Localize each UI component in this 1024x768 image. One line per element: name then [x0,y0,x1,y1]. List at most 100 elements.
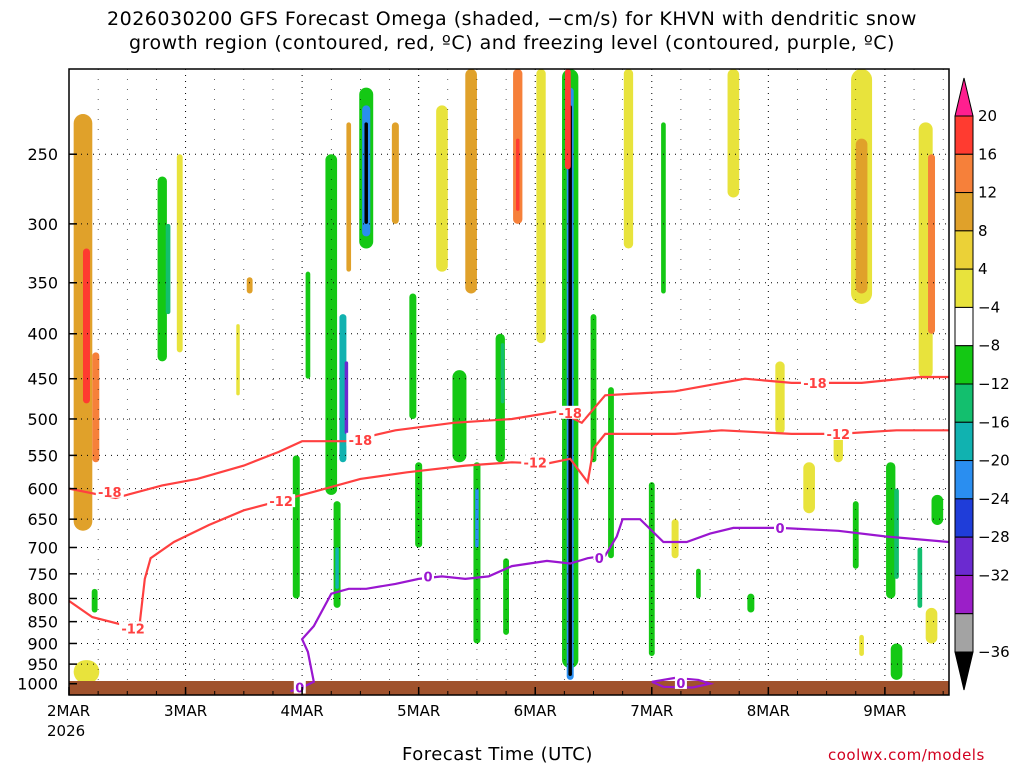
contour-label-1-3: -12 [827,428,851,443]
contour-label-0-2: -18 [558,407,582,422]
colorbar-swatch-2 [954,192,974,232]
x-year-label: 2026 [47,722,85,740]
y-tick-label-600: 600 [27,480,58,499]
colorbar-swatch-6 [954,345,974,385]
chart-title-line-1: 2026030200 GFS Forecast Omega (shaded, −… [107,8,917,30]
colorbar-label-13: −36 [978,643,1010,661]
colorbar-label-9: −20 [978,452,1010,470]
omega-shade-16 [344,361,349,434]
colorbar-bottom-arrow [954,651,974,691]
y-tick-label-400: 400 [27,325,58,344]
omega-shade-7 [176,154,183,353]
contour-label-bg [674,675,687,689]
colorbar-label-5: −4 [978,298,1000,316]
omega-shade-41 [623,69,634,249]
contour-label-bg [593,551,606,565]
omega-shade-21 [391,122,399,224]
contour-label-2-1: 0 [423,570,432,585]
y-tick-label-750: 750 [27,565,58,584]
contour-line-1 [69,429,949,633]
omega-shade-39 [590,314,597,463]
credit-text: coolwx.com/models [828,746,985,764]
y-tick-label-450: 450 [27,370,58,389]
omega-shade-54 [859,634,864,656]
omega-shade-19 [364,122,368,224]
contour-label-bg [521,455,550,469]
omega-shade-28 [475,488,479,548]
colorbar-label-1: 16 [978,145,997,163]
omega-shade-45 [696,568,701,599]
omega-shade-12 [325,154,338,495]
contour-label-bg [421,569,434,583]
omega-shade-40 [608,387,614,559]
contour-label-1-2: -12 [523,456,547,471]
colorbar-swatch-13 [954,613,974,653]
contour-label-bg [119,621,148,635]
contour-line-2 [290,518,949,693]
contour-label-bg [95,484,124,498]
y-tick-label-700: 700 [27,538,58,557]
omega-shade-24 [436,105,448,272]
omega-shade-3 [73,660,100,684]
x-tick-label-8MAR: 8MAR [747,702,790,720]
colorbar-swatch-8 [954,421,974,462]
omega-shade-15 [339,314,347,463]
colorbar-swatch-4 [954,268,974,308]
omega-shade-43 [648,482,655,656]
x-tick-label-4MAR: 4MAR [281,702,324,720]
contour-label-bg [824,426,853,440]
omega-shade-11 [292,455,300,599]
colorbar-swatch-11 [954,536,974,576]
omega-shade-26 [465,69,477,294]
x-tick-label-7MAR: 7MAR [630,702,673,720]
y-axis: 250 300 350 400 450 500 550 600 650 700 750 800 850 9… [17,145,77,694]
colorbar-swatch-5 [954,306,974,347]
x-axis-label: Forecast Time (UTC) [402,744,593,765]
colorbar-label-2: 12 [978,184,997,202]
y-tick-label-850: 850 [27,613,58,632]
x-tick-label-3MAR: 3MAR [164,702,207,720]
y-tick-label-250: 250 [27,145,58,164]
contour-label-1-1: -12 [269,495,293,510]
colorbar-label-0: 20 [978,107,997,125]
contour-label-2-2: 0 [595,552,604,567]
omega-shade-34 [536,69,546,344]
omega-shade-47 [747,593,755,613]
contour-label-3-0: 0 [676,677,685,692]
colorbar-label-8: −16 [978,413,1010,431]
y-tick-label-950: 950 [27,655,58,674]
grid-lines [69,69,949,695]
contour-label-2-3: 0 [775,522,784,537]
omega-shade-44 [671,519,679,559]
omega-shade-5 [157,176,167,362]
contour-layer: -18 -18 -18 -18 -12 -12 -12 -12 0 0 0 0 0 [69,375,949,695]
contour-label-bg [800,375,829,389]
omega-shade-23 [415,462,423,548]
colorbar-swatch-0 [954,115,974,155]
omega-shade-6 [165,223,171,315]
y-tick-label-350: 350 [27,274,58,293]
omega-shade-30 [500,343,505,404]
omega-shade-22 [409,293,417,419]
omega-shade-62 [917,547,923,608]
omega-shade-8 [236,324,240,396]
omega-shade-37 [568,105,572,676]
terrain-ground-strip [69,681,949,695]
contour-label-0-0: -18 [98,486,122,501]
omega-shade-9 [246,277,253,294]
colorbar-swatch-7 [954,383,974,423]
y-tick-label-800: 800 [27,589,58,608]
colorbar-label-7: −12 [978,375,1010,393]
colorbar-label-6: −8 [978,337,1000,355]
y-tick-label-900: 900 [27,634,58,653]
contour-label-0-1: -18 [349,434,373,449]
y-tick-label-550: 550 [27,446,58,465]
colorbar-swatch-10 [954,498,974,538]
y-tick-label-1000: 1000 [17,675,58,694]
omega-shade-59 [928,154,936,334]
omega-shade-56 [894,488,899,579]
colorbar-top-arrow [954,77,974,117]
colorbar-label-11: −28 [978,528,1010,546]
colorbar-label-12: −32 [978,566,1010,584]
y-tick-label-650: 650 [27,510,58,529]
